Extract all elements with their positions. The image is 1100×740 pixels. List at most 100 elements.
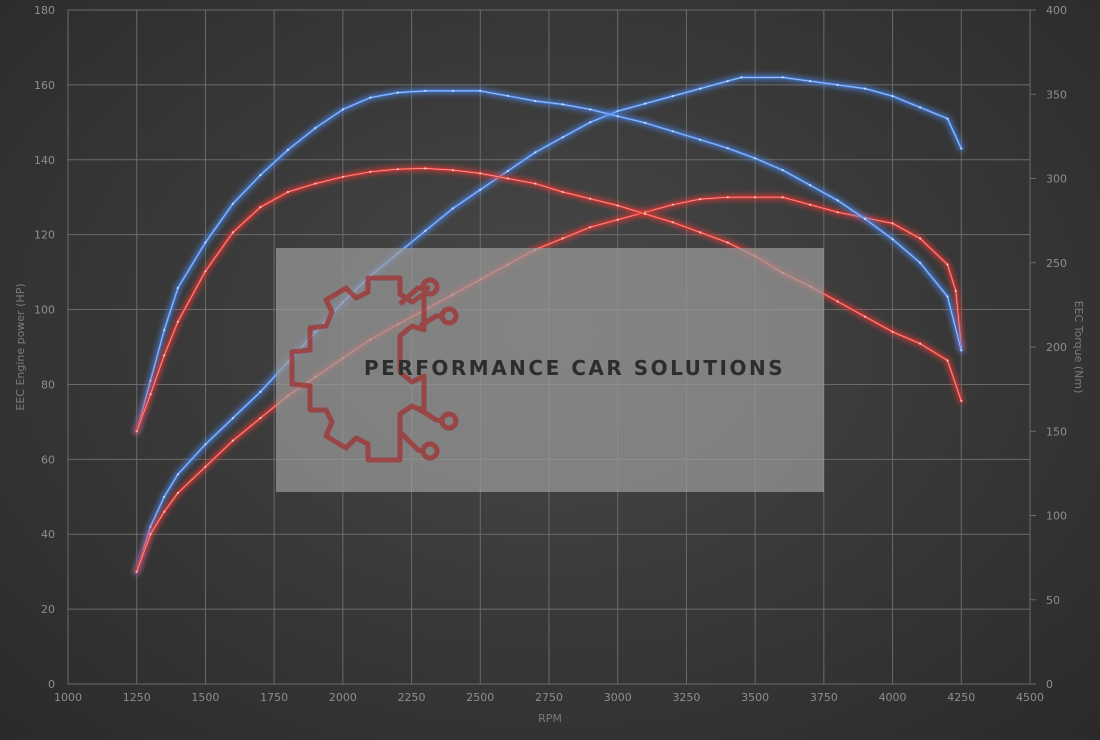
- data-point: [809, 184, 812, 187]
- x-tick-label: 1500: [191, 691, 219, 704]
- data-point: [864, 315, 867, 318]
- data-point: [726, 241, 729, 244]
- data-point: [616, 110, 619, 113]
- data-point: [891, 238, 894, 241]
- data-point: [946, 295, 949, 298]
- x-tick-label: 2000: [329, 691, 357, 704]
- x-tick-label: 4500: [1016, 691, 1044, 704]
- data-point: [396, 91, 399, 94]
- data-point: [699, 231, 702, 234]
- data-point: [424, 89, 427, 92]
- right-y-tick-label: 250: [1046, 257, 1067, 270]
- data-point: [396, 168, 399, 171]
- right-y-tick-label: 100: [1046, 510, 1067, 523]
- data-point: [149, 533, 152, 536]
- data-point: [946, 263, 949, 266]
- data-point: [740, 76, 743, 79]
- data-point: [369, 170, 372, 173]
- data-point: [204, 443, 207, 446]
- series-highlight: [136, 196, 962, 572]
- data-point: [671, 95, 674, 98]
- data-point: [809, 203, 812, 206]
- data-point: [954, 289, 957, 292]
- data-point: [534, 99, 537, 103]
- left-y-tick-label: 80: [41, 378, 55, 391]
- data-point: [149, 379, 152, 382]
- data-point: [149, 393, 152, 396]
- watermark: PERFORMANCE CAR SOLUTIONS: [276, 248, 824, 492]
- data-point: [836, 199, 839, 202]
- series-2: [133, 193, 965, 576]
- right-y-tick-label: 200: [1046, 341, 1067, 354]
- data-point: [616, 218, 619, 221]
- data-point: [451, 207, 454, 210]
- data-point: [369, 96, 372, 99]
- data-point: [919, 261, 922, 264]
- x-tick-label: 1750: [260, 691, 288, 704]
- data-point: [561, 136, 564, 139]
- data-point: [506, 94, 509, 97]
- data-point: [671, 221, 674, 224]
- data-point: [836, 211, 839, 214]
- left-axis-label: EEC Engine power (HP): [14, 283, 27, 410]
- data-point: [589, 197, 592, 200]
- data-point: [809, 80, 812, 83]
- data-point: [919, 342, 922, 345]
- series-3: [133, 87, 965, 435]
- right-axis-ticks: 0 50 100 150 200 250 300 350 400: [1046, 4, 1067, 691]
- data-point: [616, 204, 619, 207]
- data-point: [891, 95, 894, 98]
- data-point: [919, 237, 922, 240]
- data-point: [671, 203, 674, 206]
- data-point: [946, 117, 949, 120]
- left-y-tick-label: 120: [34, 229, 55, 242]
- data-point: [341, 108, 344, 111]
- data-point: [781, 169, 784, 172]
- right-y-tick-label: 350: [1046, 88, 1067, 101]
- data-point: [231, 439, 234, 442]
- x-axis-ticks: 1000 1250 1500 1750 2000 2250 2500 2750 3000 3250…: [54, 691, 1044, 704]
- data-point: [726, 196, 729, 199]
- x-tick-label: 1000: [54, 691, 82, 704]
- x-tick-label: 3500: [741, 691, 769, 704]
- data-point: [204, 241, 207, 244]
- data-point: [589, 108, 592, 111]
- data-point: [286, 190, 289, 194]
- data-point: [259, 417, 262, 420]
- x-tick-label: 4000: [879, 691, 907, 704]
- left-y-tick-label: 40: [41, 528, 55, 541]
- data-point: [163, 354, 166, 357]
- right-y-tick-label: 50: [1046, 594, 1060, 607]
- data-point: [919, 106, 922, 109]
- data-point: [836, 300, 839, 303]
- data-point: [781, 76, 784, 79]
- data-point: [644, 102, 647, 105]
- data-point: [176, 473, 179, 476]
- data-point: [424, 167, 427, 170]
- data-point: [341, 175, 344, 178]
- data-point: [561, 237, 564, 240]
- data-point: [589, 121, 592, 124]
- data-point: [163, 329, 166, 332]
- x-axis-label: RPM: [538, 712, 562, 725]
- series-1: [133, 73, 965, 576]
- data-point: [259, 174, 262, 177]
- data-point: [644, 121, 647, 124]
- data-point: [479, 188, 482, 191]
- data-point: [671, 130, 674, 133]
- data-point: [506, 177, 509, 180]
- x-tick-label: 3000: [604, 691, 632, 704]
- data-point: [960, 349, 963, 352]
- data-point: [204, 465, 207, 468]
- right-axis-label: EEC Torque (Nm): [1072, 301, 1085, 394]
- data-point: [616, 115, 619, 118]
- data-point: [561, 103, 564, 106]
- data-point: [891, 222, 894, 225]
- left-axis-ticks: 0 20 40 60 80 100 120 140 160 180: [34, 4, 55, 691]
- data-point: [891, 330, 894, 333]
- right-y-tick-label: 150: [1046, 425, 1067, 438]
- data-point: [176, 491, 179, 495]
- data-point: [314, 126, 317, 130]
- right-y-tick-label: 400: [1046, 4, 1067, 17]
